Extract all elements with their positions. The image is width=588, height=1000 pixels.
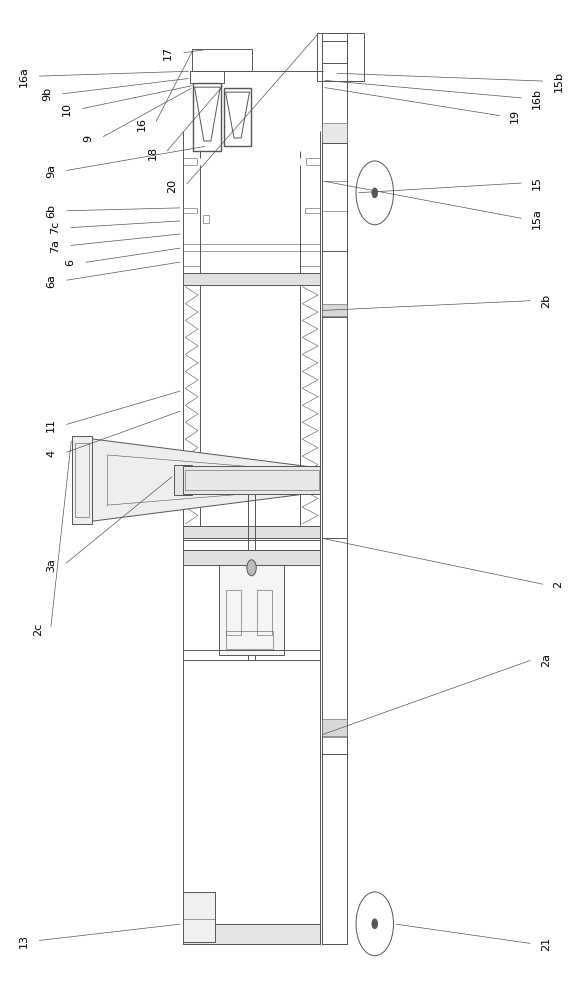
Bar	[247, 553, 256, 565]
Bar	[183, 526, 320, 538]
Bar	[322, 41, 347, 944]
Bar	[183, 466, 320, 494]
Text: 3a: 3a	[46, 558, 56, 572]
Text: 2c: 2c	[33, 623, 43, 636]
Text: 2a: 2a	[540, 653, 550, 667]
Text: 9a: 9a	[46, 164, 56, 178]
Bar	[183, 540, 320, 550]
Bar	[75, 443, 89, 517]
Text: 16a: 16a	[19, 66, 29, 87]
Bar	[322, 304, 347, 316]
Bar	[203, 215, 209, 223]
Text: 4: 4	[46, 450, 56, 457]
Circle shape	[372, 188, 377, 198]
Text: 17: 17	[163, 46, 173, 60]
Bar	[183, 273, 320, 285]
Circle shape	[372, 919, 377, 929]
Bar	[226, 631, 273, 649]
Circle shape	[247, 560, 256, 576]
Text: 2b: 2b	[540, 293, 550, 308]
Bar	[322, 754, 347, 944]
Bar	[322, 317, 347, 538]
Bar	[219, 565, 284, 655]
Bar	[322, 33, 347, 63]
Bar	[183, 275, 320, 538]
Text: 20: 20	[167, 179, 177, 193]
Text: 15b: 15b	[553, 71, 563, 92]
Text: 2: 2	[553, 581, 563, 588]
Bar	[183, 650, 320, 660]
Bar	[225, 88, 250, 146]
Bar	[226, 590, 241, 635]
Text: 9: 9	[83, 134, 93, 142]
Text: 13: 13	[19, 934, 29, 948]
Bar	[258, 590, 272, 635]
Text: 6a: 6a	[46, 274, 56, 288]
Text: 10: 10	[62, 102, 72, 116]
Text: 16: 16	[137, 117, 147, 131]
Bar	[193, 83, 222, 151]
Text: 6: 6	[65, 259, 75, 266]
Bar	[322, 719, 347, 737]
Bar	[183, 550, 320, 565]
Text: 7c: 7c	[50, 221, 60, 234]
Bar	[191, 71, 225, 83]
Polygon shape	[86, 438, 320, 522]
Text: 16b: 16b	[532, 88, 542, 109]
Bar	[322, 143, 347, 251]
Text: 21: 21	[540, 937, 550, 951]
Bar	[183, 924, 320, 944]
Text: 7a: 7a	[50, 239, 60, 253]
Text: 6b: 6b	[46, 204, 56, 218]
Text: 15a: 15a	[532, 208, 542, 229]
Bar	[72, 436, 92, 524]
Text: 18: 18	[148, 146, 158, 160]
Bar	[322, 123, 347, 143]
Bar	[192, 49, 252, 71]
Bar	[185, 470, 319, 490]
Bar	[322, 736, 347, 754]
Text: 11: 11	[46, 418, 56, 432]
Bar	[318, 33, 364, 81]
Bar	[183, 892, 215, 942]
Bar	[174, 465, 192, 495]
Text: 19: 19	[510, 109, 520, 123]
Text: 15: 15	[532, 176, 542, 190]
Text: 9b: 9b	[42, 87, 52, 101]
